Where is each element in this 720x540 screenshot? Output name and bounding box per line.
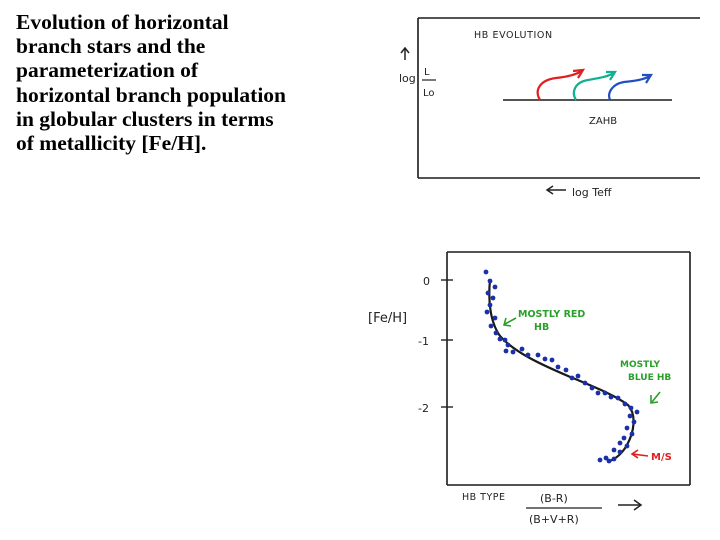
cluster-point bbox=[575, 373, 581, 379]
y-label-frac-top: L bbox=[424, 67, 430, 78]
zahb-label: ZAHB bbox=[589, 116, 617, 127]
cluster-point bbox=[617, 440, 623, 446]
annotation-mostly: MOSTLY bbox=[620, 360, 661, 370]
cluster-point bbox=[487, 302, 493, 308]
cluster-point bbox=[589, 385, 595, 391]
y-tick-label: -1 bbox=[418, 335, 429, 348]
cluster-points bbox=[483, 269, 640, 464]
title-line: in globular clusters in terms bbox=[16, 106, 274, 131]
cluster-point bbox=[502, 337, 508, 343]
cluster-point bbox=[497, 336, 503, 342]
cluster-point bbox=[629, 431, 635, 437]
cluster-point bbox=[624, 443, 630, 449]
cluster-point bbox=[603, 455, 609, 461]
cluster-point bbox=[606, 458, 612, 464]
cluster-point bbox=[510, 349, 516, 355]
annotation-ms-arrow-icon bbox=[630, 449, 649, 459]
cluster-point bbox=[535, 352, 541, 358]
title-line: parameterization of bbox=[16, 58, 199, 83]
hb-evolution-heading: HB EVOLUTION bbox=[474, 30, 553, 41]
x-label-denominator: (B+V+R) bbox=[529, 513, 579, 526]
hb-evolution-panel: HB EVOLUTION log L Lo ZAHB bbox=[399, 17, 700, 199]
hb-type-curve bbox=[488, 279, 635, 463]
x-label-log-teff: log Teff bbox=[572, 186, 612, 199]
cluster-point bbox=[525, 352, 531, 358]
cluster-point bbox=[595, 390, 601, 396]
cluster-point bbox=[542, 356, 548, 362]
y-label-log: log bbox=[399, 72, 416, 85]
cluster-point bbox=[622, 401, 628, 407]
cluster-point bbox=[608, 394, 614, 400]
annotation-red-hb: HB bbox=[534, 322, 549, 333]
title-line: branch stars and the bbox=[16, 34, 206, 59]
metallicity-panel: 0 -1 -2 [Fe/H] MOSTLY RED HB MOSTLY BLUE… bbox=[368, 251, 691, 526]
annotation-blue-hb: BLUE HB bbox=[628, 373, 671, 383]
y-tick-label: 0 bbox=[423, 275, 430, 288]
cluster-point bbox=[582, 380, 588, 386]
cluster-point bbox=[611, 447, 617, 453]
right-arrow-icon bbox=[618, 499, 643, 511]
x-label-hb-type: HB TYPE bbox=[462, 492, 506, 503]
cluster-point bbox=[634, 409, 640, 415]
cluster-point bbox=[624, 425, 630, 431]
up-arrow-icon bbox=[400, 46, 410, 60]
green-track-arrow-icon bbox=[572, 70, 617, 101]
cluster-point bbox=[493, 330, 499, 336]
cluster-point bbox=[597, 457, 603, 463]
cluster-point bbox=[492, 284, 498, 290]
cluster-point bbox=[488, 323, 494, 329]
left-arrow-icon bbox=[545, 185, 566, 195]
cluster-point bbox=[617, 449, 623, 455]
title-line: horizontal branch population bbox=[16, 82, 286, 107]
annotation-red-arrow-icon bbox=[502, 317, 517, 327]
annotation-mostly-red: MOSTLY RED bbox=[518, 309, 585, 320]
cluster-point bbox=[490, 295, 496, 301]
y-tick-label: -2 bbox=[418, 402, 429, 415]
cluster-point bbox=[484, 309, 490, 315]
cluster-point bbox=[555, 364, 561, 370]
cluster-point bbox=[503, 348, 509, 354]
cluster-point bbox=[602, 390, 608, 396]
red-track-arrow-icon bbox=[536, 68, 586, 101]
cluster-point bbox=[519, 346, 525, 352]
annotation-ms: M/S bbox=[651, 452, 672, 463]
cluster-point bbox=[549, 357, 555, 363]
blue-track-arrow-icon bbox=[608, 73, 653, 101]
cluster-point bbox=[563, 367, 569, 373]
cluster-point bbox=[485, 290, 491, 296]
cluster-point bbox=[628, 405, 634, 411]
y-label-frac-bottom: Lo bbox=[423, 88, 435, 99]
y-label-fe-h: [Fe/H] bbox=[368, 311, 407, 326]
title-line: Evolution of horizontal bbox=[16, 10, 229, 34]
cluster-point bbox=[627, 413, 633, 419]
cluster-point bbox=[487, 278, 493, 284]
cluster-point bbox=[505, 342, 511, 348]
cluster-point bbox=[621, 435, 627, 441]
cluster-point bbox=[631, 419, 637, 425]
annotation-blue-arrow-icon bbox=[650, 391, 661, 404]
x-label-numerator: (B-R) bbox=[540, 492, 568, 505]
slide-title: Evolution of horizontal branch stars and… bbox=[16, 10, 376, 155]
cluster-point bbox=[615, 395, 621, 401]
title-line: of metallicity [Fe/H]. bbox=[16, 131, 207, 156]
cluster-point bbox=[611, 456, 617, 462]
cluster-point bbox=[569, 375, 575, 381]
cluster-point bbox=[492, 315, 498, 321]
cluster-point bbox=[483, 269, 489, 275]
